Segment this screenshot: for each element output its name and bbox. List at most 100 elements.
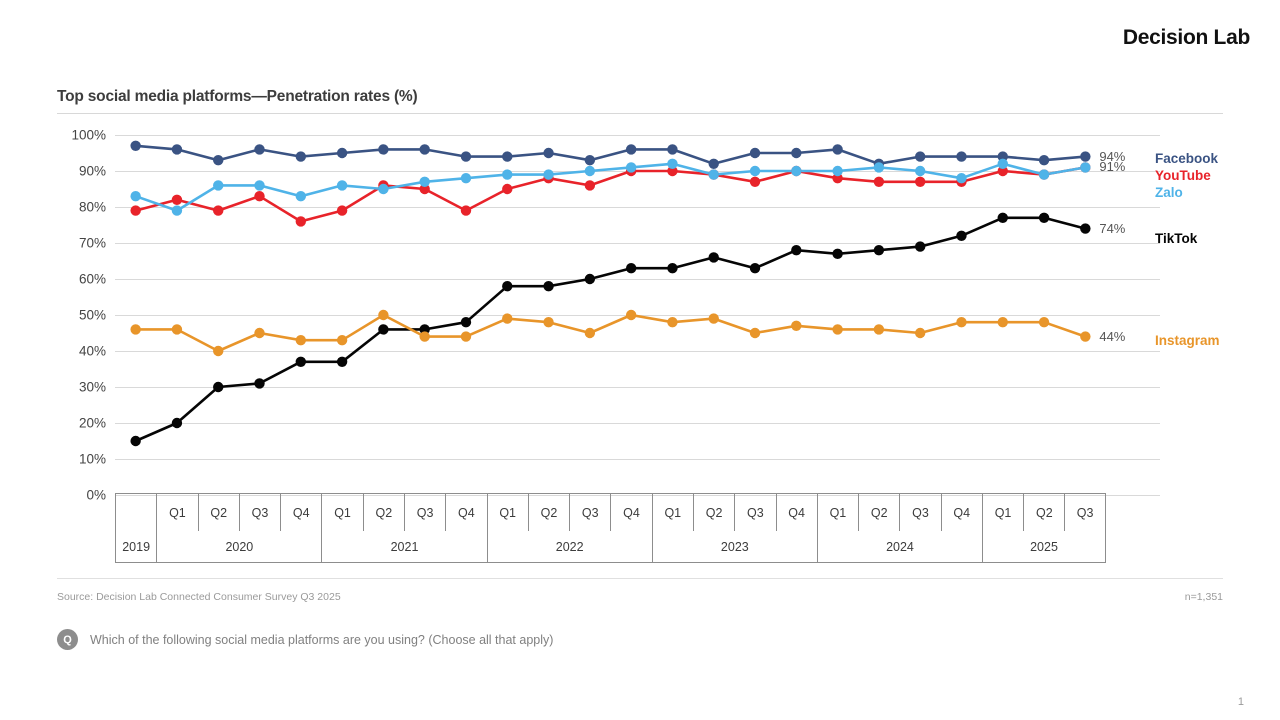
gridline [115, 459, 1160, 460]
end-value-label-facebook: 94% [1099, 148, 1126, 164]
series-line-zalo [134, 162, 1087, 212]
data-point-tiktok [1080, 223, 1091, 234]
data-point-facebook [625, 144, 637, 155]
x-axis-quarter-cell [115, 493, 157, 531]
data-point-tiktok [336, 356, 348, 367]
brand-logo: Decision Lab [1122, 26, 1250, 49]
x-axis-year-cell: 2025 [982, 531, 1106, 563]
data-point-zalo [625, 162, 637, 173]
series-line-instagram [134, 313, 1087, 353]
legend-item-facebook[interactable]: Facebook [1155, 151, 1219, 166]
x-axis-quarter-cell: Q3 [734, 493, 776, 531]
data-point-zalo [254, 180, 265, 191]
data-point-instagram [1038, 317, 1050, 328]
data-point-zalo [130, 191, 141, 202]
data-point-zalo [791, 165, 802, 177]
x-axis-quarter-row: Q1 Q2 Q3 Q4 Q1 Q2 Q3 Q4 Q1 Q2 Q3 Q4 Q1 Q2 Q3 Q4 Q1 Q2 Q3 Q4… [115, 493, 1106, 531]
x-axis-quarter-cell: Q3 [899, 493, 941, 531]
gridline [115, 387, 1160, 388]
data-point-youtube [295, 216, 307, 227]
data-point-zalo [378, 183, 389, 195]
x-axis-year-cell: 2024 [816, 531, 983, 563]
data-point-tiktok [213, 381, 224, 393]
x-axis-quarter-cell: Q1 [486, 493, 528, 531]
x-axis-year-row: 2019 2020 2021 2022 2023 2024 2025 [115, 531, 1106, 563]
y-axis-tick-label: 40% [78, 343, 106, 359]
legend-item-tiktok[interactable]: TikTok [1155, 231, 1198, 246]
y-axis-tick-label: 80% [78, 199, 106, 215]
data-point-instagram [295, 335, 307, 346]
y-axis-tick-label: 50% [78, 307, 106, 323]
x-axis-quarter-cell: Q3 [403, 493, 446, 531]
data-point-zalo [336, 180, 348, 191]
y-axis: 100% 90% 80% 70% 60% 50% 40% 30% 20% 10% 0% [50, 128, 112, 503]
y-axis-tick-label: 0% [86, 487, 106, 503]
page-title: Top social media platforms—Penetration r… [57, 88, 418, 105]
data-point-instagram [997, 317, 1008, 328]
data-point-tiktok [1038, 212, 1050, 223]
legend-item-instagram[interactable]: Instagram [1155, 333, 1220, 348]
data-point-youtube [460, 205, 472, 216]
data-point-tiktok [873, 245, 885, 256]
data-point-tiktok [791, 245, 802, 256]
data-point-instagram [708, 313, 719, 324]
y-axis-tick-label: 100% [71, 127, 106, 143]
data-point-facebook [997, 151, 1008, 162]
data-point-facebook [171, 144, 183, 155]
y-axis-tick-label: 10% [78, 451, 106, 467]
data-point-youtube [130, 205, 141, 216]
x-axis-quarter-cell: Q2 [527, 493, 570, 531]
data-point-zalo [584, 165, 596, 177]
survey-question-text: Which of the following social media plat… [90, 632, 554, 647]
data-point-instagram [1080, 331, 1091, 342]
data-point-youtube [832, 173, 843, 184]
gridline [115, 243, 1160, 244]
x-axis-year-cell: 2019 [115, 531, 157, 563]
plot-area [115, 135, 1160, 496]
gridline [115, 207, 1160, 208]
series-line-facebook [134, 144, 1087, 166]
data-point-facebook [378, 144, 389, 155]
data-point-facebook [914, 151, 926, 162]
data-point-instagram [625, 309, 637, 321]
x-axis-quarter-cell: Q1 [816, 493, 859, 531]
x-axis-quarter-cell: Q4 [775, 493, 817, 531]
x-axis-quarter-cell: Q2 [197, 493, 239, 531]
data-point-zalo [295, 191, 307, 202]
legend-item-zalo[interactable]: Zalo [1155, 185, 1183, 200]
data-point-tiktok [295, 356, 307, 367]
x-axis-quarter-cell: Q4 [940, 493, 982, 531]
end-value-label-instagram: 44% [1099, 328, 1126, 344]
data-point-facebook [667, 144, 678, 155]
survey-question-row: Q Which of the following social media pl… [57, 629, 553, 650]
data-point-tiktok [378, 324, 389, 335]
data-point-instagram [336, 335, 348, 346]
data-point-facebook [419, 144, 430, 155]
x-axis-quarter-cell: Q2 [1023, 493, 1065, 531]
data-point-tiktok [667, 263, 678, 274]
y-axis-tick-label: 70% [78, 235, 106, 251]
x-axis-year-cell: 2020 [156, 531, 322, 563]
data-point-facebook [1038, 155, 1050, 166]
x-axis-quarter-cell: Q4 [445, 493, 487, 531]
data-point-youtube [254, 191, 265, 202]
data-point-instagram [873, 324, 885, 335]
data-point-zalo [832, 165, 843, 177]
data-point-youtube [914, 176, 926, 187]
data-point-facebook [749, 147, 761, 159]
x-axis-year-cell: 2022 [486, 531, 652, 563]
data-point-tiktok [956, 230, 967, 241]
data-point-instagram [171, 324, 183, 335]
data-point-tiktok [997, 212, 1008, 223]
source-note: Source: Decision Lab Connected Consumer … [57, 591, 341, 603]
x-axis-year-cell: 2023 [651, 531, 817, 563]
data-point-youtube [171, 194, 183, 205]
y-axis-tick-label: 30% [78, 379, 106, 395]
data-point-instagram [254, 327, 265, 339]
x-axis-quarter-cell: Q4 [610, 493, 652, 531]
legend-item-youtube[interactable]: YouTube [1155, 168, 1211, 183]
data-point-youtube [997, 165, 1008, 177]
data-point-zalo [213, 180, 224, 191]
data-point-tiktok [254, 378, 265, 389]
data-point-zalo [460, 173, 472, 184]
